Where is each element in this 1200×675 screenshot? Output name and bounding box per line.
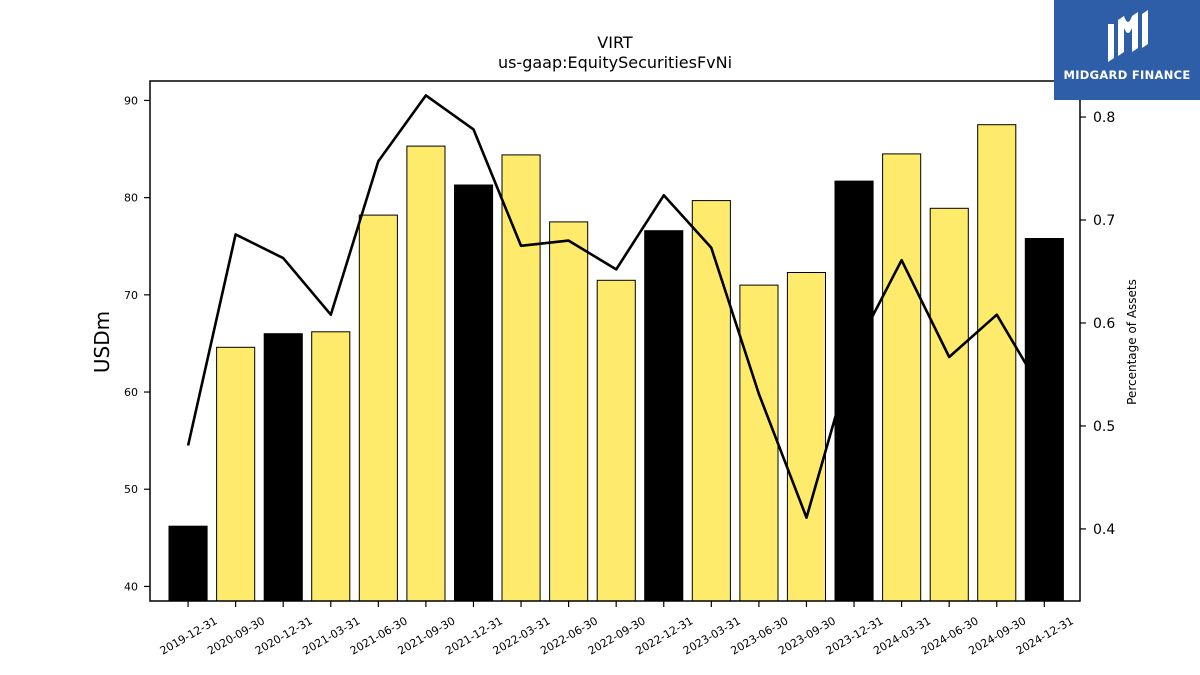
bar-2020-09-30 [216, 346, 256, 602]
bar-2024-03-31 [882, 153, 922, 602]
bar-2022-09-30 [596, 279, 636, 602]
y2-tick-label: 0.8 [1093, 110, 1115, 126]
bar-series [168, 124, 1064, 602]
bar-2020-12-31 [263, 333, 303, 602]
bar-2023-06-30 [739, 284, 779, 602]
y-tick-label: 90 [124, 94, 138, 107]
line-series [186, 94, 1046, 519]
bar-2024-12-31 [1024, 238, 1064, 602]
y2-tick-label: 0.7 [1093, 213, 1115, 229]
chart-title: VIRT [597, 33, 633, 52]
y2-axis-label: Percentage of Assets [1125, 279, 1139, 405]
bar-2024-06-30 [929, 207, 969, 602]
y2-tick-label: 0.4 [1093, 522, 1115, 538]
y2-tick-label: 0.6 [1093, 316, 1115, 332]
bar-2023-09-30 [786, 272, 827, 602]
plot-frame [149, 80, 1081, 602]
y-tick-label: 70 [124, 289, 138, 302]
bar-2023-03-31 [691, 200, 731, 602]
y2-tick-label: 0.5 [1093, 419, 1115, 435]
logo-text: MIDGARD FINANCE [1063, 68, 1191, 82]
bar-2021-09-30 [406, 145, 446, 602]
bar-2024-09-30 [977, 124, 1017, 602]
bar-2021-03-31 [311, 331, 351, 602]
bar-2021-06-30 [358, 214, 398, 602]
y-tick-label: 60 [124, 386, 138, 399]
y-tick-label: 50 [124, 483, 138, 496]
y-axis-label: USDm [90, 311, 114, 373]
bar-2023-12-31 [834, 180, 874, 602]
midgard-finance-logo: MIDGARD FINANCE [1054, 0, 1200, 100]
logo-mark-icon [1108, 10, 1148, 62]
chart-subtitle: us-gaap:EquitySecuritiesFvNi [498, 53, 732, 72]
y-tick-label: 80 [124, 192, 138, 205]
bar-2021-12-31 [454, 184, 494, 602]
y-tick-label: 40 [124, 580, 138, 593]
bar-2019-12-31 [168, 525, 208, 602]
bar-2022-03-31 [501, 154, 541, 602]
bar-2022-06-30 [549, 221, 589, 602]
bar-2022-12-31 [644, 230, 684, 602]
